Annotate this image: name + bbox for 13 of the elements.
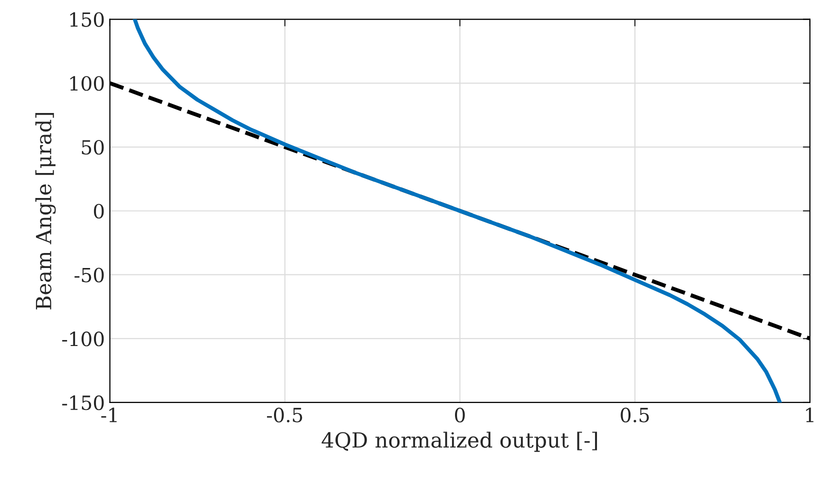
y-tick-label: -100	[62, 332, 104, 346]
y-tick-label: 50	[82, 140, 104, 155]
x-tick-label: 0	[455, 408, 465, 422]
y-tick-label: -50	[74, 268, 104, 282]
x-tick-label: 1	[806, 408, 814, 422]
y-axis-title: Beam Angle [μrad]	[35, 112, 56, 310]
y-tick-label: 100	[70, 76, 104, 91]
y-tick-label: 150	[70, 12, 104, 27]
x-tick-label: -0.5	[267, 408, 302, 422]
x-axis-title: 4QD normalized output [-]	[322, 432, 597, 452]
x-tick-label: 0.5	[620, 408, 649, 422]
line-series	[132, 19, 782, 402]
y-tick-label: 0	[94, 204, 104, 219]
